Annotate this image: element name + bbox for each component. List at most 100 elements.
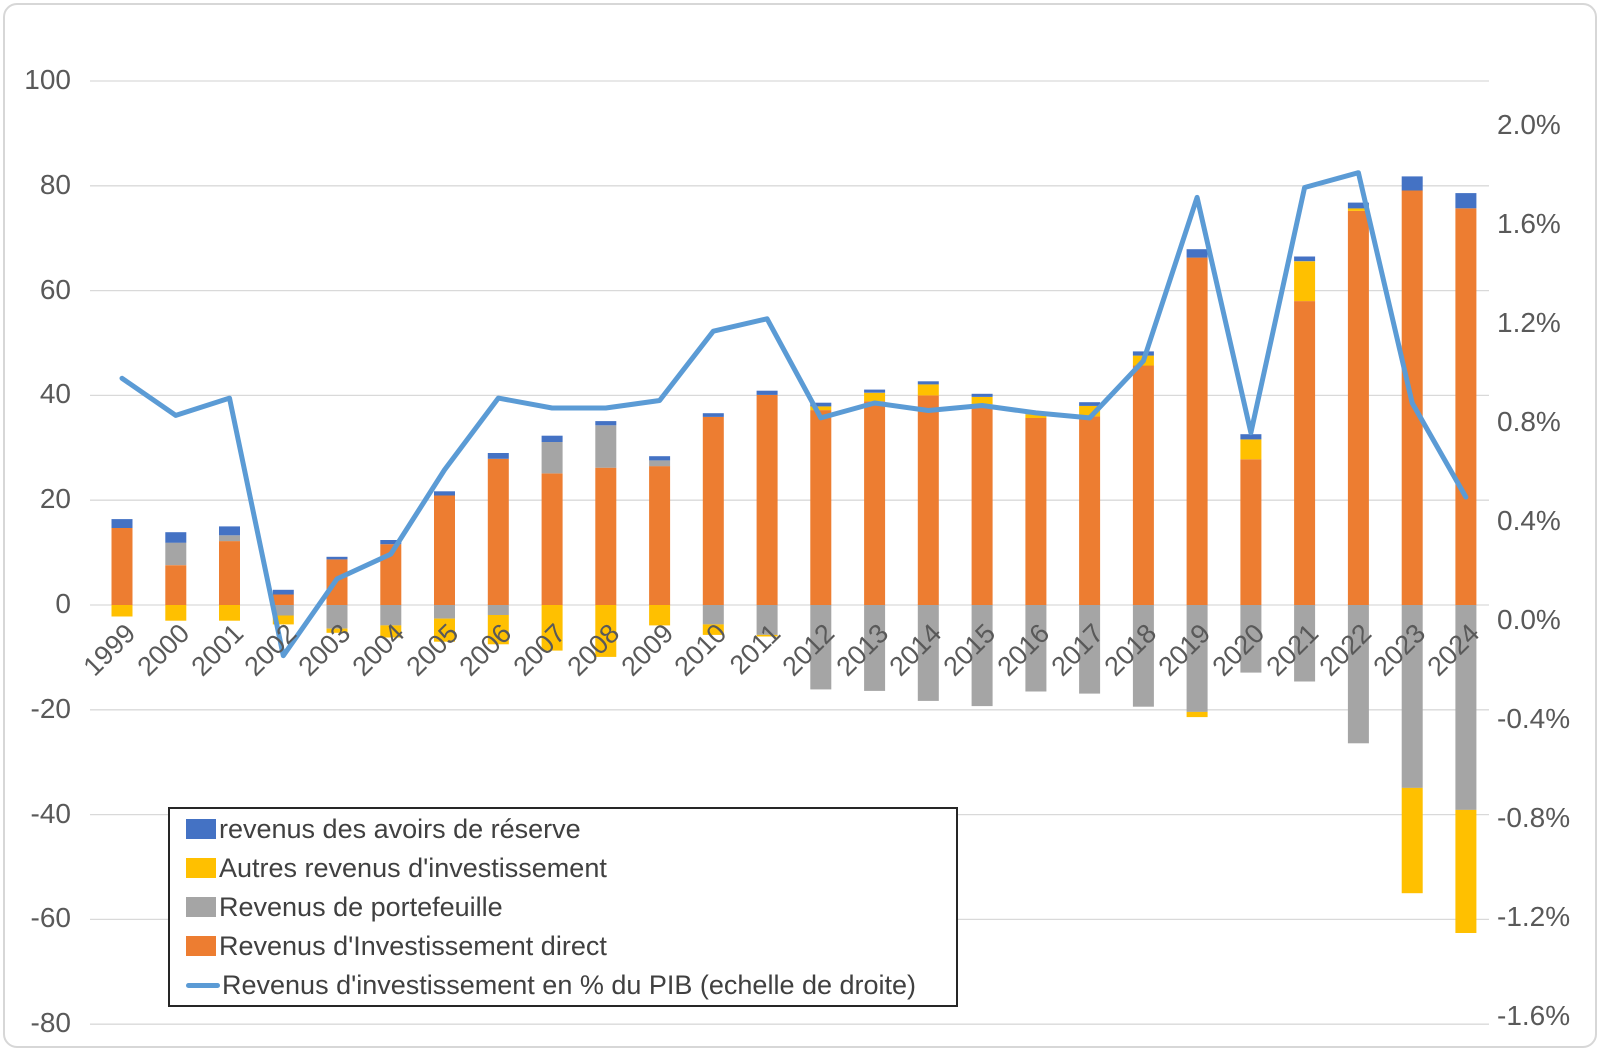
bar-segment-autres-2005 (434, 618, 455, 642)
bar-segment-portefeuille-2013 (864, 605, 886, 691)
right-axis-tick: 1.2% (1497, 306, 1561, 338)
bar-segment-direct-2000 (165, 565, 187, 605)
bar-segment-direct-2018 (1132, 365, 1154, 605)
legend-label: Revenus d'Investissement direct (219, 930, 607, 961)
left-axis-tick: 100 (24, 64, 71, 95)
left-axis-tick: 0 (55, 588, 71, 619)
bar-segment-portefeuille-2019 (1186, 605, 1208, 712)
bar-segment-portefeuille-2002 (272, 605, 294, 616)
right-axis-tick: 0.8% (1497, 405, 1561, 437)
portefeuille-legend-swatch (186, 897, 216, 917)
bar-segment-portefeuille-2005 (434, 605, 455, 619)
left-axis-tick: -40 (30, 797, 71, 829)
bar-segment-portefeuille-2010 (702, 605, 724, 625)
bar-segment-portefeuille-2014 (917, 605, 939, 701)
bar-segment-reserve-2023 (1401, 176, 1423, 191)
bar-segment-autres-2010 (702, 624, 724, 635)
bar-segment-direct-2022 (1347, 211, 1369, 605)
bar-segment-reserve-2004 (380, 540, 402, 545)
left-axis-tick: -60 (30, 902, 71, 934)
bar-segment-autres-2007 (541, 605, 563, 651)
bar-segment-direct-2014 (917, 395, 939, 605)
axis-labels-layer: 100 80 60 40 20 0 -20 -40 -60 -80 2.0% 1.6% 1.2% 0.8%… (5, 5, 1595, 1046)
bar-segment-autres-2015 (971, 397, 993, 405)
bar-segment-autres-2016 (1025, 414, 1047, 418)
right-axis-tick: 1.6% (1497, 207, 1561, 239)
bar-segment-direct-2021 (1294, 301, 1316, 605)
left-axis-tick: 40 (39, 378, 71, 410)
right-axis-tick: -1.6% (1497, 1000, 1571, 1032)
bar-segment-reserve-2003 (326, 556, 348, 560)
bar-segment-direct-2017 (1079, 416, 1101, 605)
pib-line (119, 170, 1469, 659)
bar-segment-portefeuille-2024 (1455, 605, 1477, 810)
bar-segment-autres-2003 (326, 628, 348, 633)
bar-segment-direct-2002 (272, 594, 294, 605)
bar-segment-reserve-2002 (272, 589, 294, 595)
bar-segment-portefeuille-2007 (541, 442, 563, 474)
bar-segment-portefeuille-2003 (326, 605, 348, 629)
bar-segment-autres-2006 (487, 615, 509, 645)
bar-segment-reserve-2008 (595, 421, 617, 426)
right-axis-tick: -1.2% (1497, 901, 1571, 933)
bar-segment-reserve-2020 (1240, 434, 1262, 440)
bar-segment-direct-2020 (1240, 459, 1262, 605)
autres-legend-swatch (186, 858, 216, 878)
bar-segment-reserve-2010 (702, 413, 724, 417)
bar-segment-direct-2004 (380, 544, 402, 605)
bar-segment-reserve-1999 (111, 519, 133, 528)
bar-segment-autres-2001 (219, 605, 240, 621)
legend-item-direct: Revenus d'Investissement direct (186, 927, 956, 965)
bar-segment-autres-2023 (1401, 787, 1423, 894)
bar-segment-autres-2024 (1455, 809, 1477, 933)
bar-segment-direct-2006 (487, 458, 509, 605)
bar-segment-autres-2004 (380, 625, 402, 638)
bar-segment-direct-2010 (702, 416, 724, 605)
bar-segment-reserve-2022 (1347, 202, 1369, 209)
bar-segment-autres-2020 (1240, 439, 1262, 460)
bar-segment-portefeuille-2008 (595, 425, 617, 468)
bar-segment-direct-2013 (864, 401, 886, 605)
bar-segment-reserve-2011 (756, 390, 778, 395)
bar-segment-reserve-2006 (487, 453, 509, 459)
right-axis-tick: -0.4% (1497, 703, 1571, 735)
bar-segment-portefeuille-2016 (1025, 605, 1047, 692)
left-axis-tick: -20 (30, 692, 71, 724)
bar-segment-reserve-2009 (649, 456, 671, 461)
legend-item-portefeuille: Revenus de portefeuille (186, 888, 956, 926)
bar-segment-autres-2000 (165, 605, 187, 621)
chart-frame: 100 80 60 40 20 0 -20 -40 -60 -80 2.0% 1.6% 1.2% 0.8%… (3, 3, 1597, 1048)
reserve-legend-swatch (186, 819, 216, 839)
bar-segment-portefeuille-2020 (1240, 605, 1262, 673)
right-axis-tick: 2.0% (1497, 108, 1561, 140)
bar-segment-portefeuille-2017 (1079, 605, 1101, 694)
legend-label: Revenus d'investissement en % du PIB (ec… (222, 969, 917, 1000)
bar-segment-autres-2014 (917, 384, 939, 396)
left-axis-tick: 80 (39, 168, 71, 200)
bar-segment-reserve-2021 (1294, 256, 1316, 262)
bar-segment-autres-2022 (1347, 208, 1369, 211)
bar-segment-autres-2017 (1079, 405, 1101, 417)
left-axis-tick: 20 (39, 483, 71, 515)
bar-segment-direct-2024 (1455, 208, 1477, 606)
direct-legend-swatch (186, 936, 216, 956)
bar-segment-reserve-2017 (1079, 402, 1101, 406)
legend-item-autres: Autres revenus d'investissement (186, 849, 956, 887)
bar-segment-reserve-2013 (864, 389, 886, 393)
bar-segment-autres-1999 (111, 605, 133, 617)
bar-segment-portefeuille-2022 (1347, 605, 1369, 744)
bar-segment-reserve-2024 (1455, 193, 1477, 209)
bar-segment-direct-2011 (756, 394, 778, 605)
right-axis-tick: -0.8% (1497, 802, 1571, 834)
bar-segment-autres-2002 (272, 615, 294, 625)
bar-segment-direct-2009 (649, 466, 671, 605)
bar-segment-autres-2009 (649, 605, 671, 626)
bar-segment-portefeuille-2023 (1401, 605, 1423, 788)
bar-segment-direct-2019 (1186, 257, 1208, 605)
bar-segment-autres-2021 (1294, 261, 1316, 302)
left-axis-tick: 60 (39, 273, 71, 305)
pib-legend-swatch (186, 982, 220, 988)
bar-segment-portefeuille-2012 (810, 605, 832, 690)
bar-segment-portefeuille-2001 (219, 535, 240, 542)
bar-segment-reserve-2000 (165, 532, 187, 543)
